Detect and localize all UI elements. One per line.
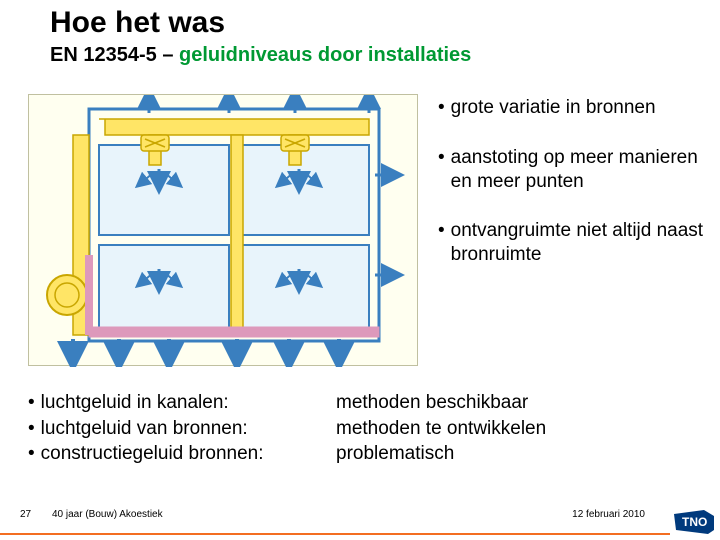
list-item: • aanstoting op meer manieren en meer pu… — [438, 146, 708, 194]
subtitle-separator: – — [162, 44, 173, 66]
bullet-icon: • — [28, 390, 35, 416]
installation-diagram — [28, 94, 418, 366]
right-bullet-list: • grote variatie in bronnen • aanstoting… — [438, 96, 708, 293]
bullet-value: methoden te ontwikkelen — [336, 416, 546, 442]
bullet-value: methoden beschikbaar — [336, 390, 528, 416]
bullet-text: grote variatie in bronnen — [451, 96, 656, 120]
bullet-text: aanstoting op meer manieren en meer punt… — [451, 146, 708, 194]
tno-logo: TNO — [672, 506, 716, 536]
bullet-icon: • — [28, 416, 35, 442]
bullet-text: ontvangruimte niet altijd naast bronruim… — [451, 219, 708, 267]
bottom-bullet-list: • luchtgeluid in kanalen: methoden besch… — [28, 390, 698, 467]
bullet-label: luchtgeluid van bronnen: — [41, 416, 248, 442]
bullet-icon: • — [438, 146, 445, 194]
bullet-label: constructiegeluid bronnen: — [41, 441, 264, 467]
footer-date: 12 februari 2010 — [572, 509, 645, 520]
slide-footer: 27 40 jaar (Bouw) Akoestiek 12 februari … — [0, 498, 720, 540]
slide-title: Hoe het was — [50, 6, 225, 40]
list-item: • luchtgeluid in kanalen: methoden besch… — [28, 390, 698, 416]
list-item: • constructiegeluid bronnen: problematis… — [28, 441, 698, 467]
subtitle-code: EN 12354-5 — [50, 44, 157, 66]
svg-text:TNO: TNO — [682, 515, 707, 529]
list-item: • ontvangruimte niet altijd naast bronru… — [438, 219, 708, 267]
bullet-value: problematisch — [336, 441, 454, 467]
bullet-icon: • — [28, 441, 35, 467]
bullet-label: luchtgeluid in kanalen: — [41, 390, 229, 416]
footer-divider — [0, 533, 670, 535]
bullet-icon: • — [438, 96, 445, 120]
slide-subtitle: EN 12354-5 – geluidniveaus door installa… — [50, 44, 471, 67]
list-item: • grote variatie in bronnen — [438, 96, 708, 120]
slide-number: 27 — [20, 509, 31, 520]
bullet-icon: • — [438, 219, 445, 267]
subtitle-topic: geluidniveaus door installaties — [179, 44, 471, 66]
list-item: • luchtgeluid van bronnen: methoden te o… — [28, 416, 698, 442]
footer-text: 40 jaar (Bouw) Akoestiek — [52, 509, 163, 520]
